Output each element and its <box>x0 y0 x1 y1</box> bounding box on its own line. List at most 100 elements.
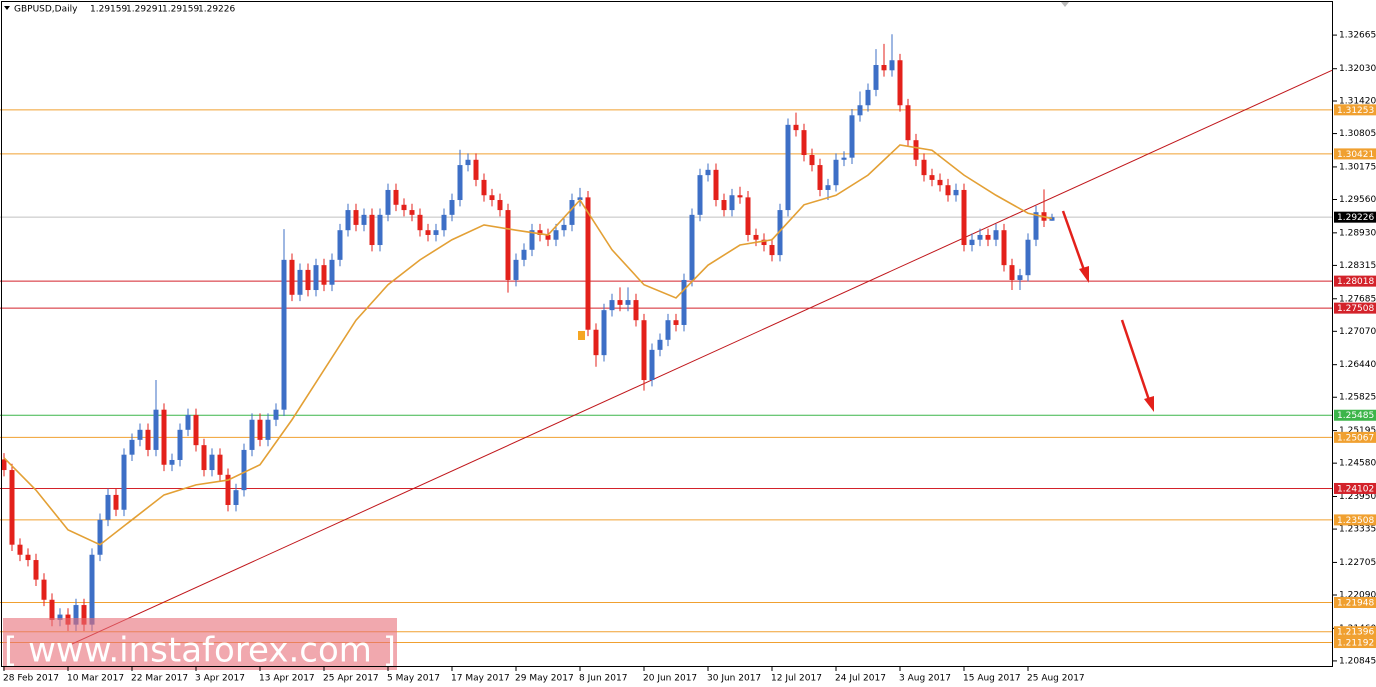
candle-body <box>225 474 231 505</box>
y-tick-label: 1.23335 <box>1339 525 1376 535</box>
y-tick-label: 1.26440 <box>1339 360 1376 370</box>
candle-body <box>1017 275 1023 280</box>
candle-body <box>313 265 319 291</box>
candle-body <box>601 310 607 356</box>
candle-body <box>385 189 391 215</box>
candle-body <box>353 210 359 225</box>
candle-body <box>289 259 295 295</box>
candle-body <box>929 175 935 180</box>
candle-body <box>841 157 847 160</box>
candle-body <box>529 230 535 250</box>
plot-frame <box>1 1 1333 667</box>
x-tick-label: 5 May 2017 <box>387 674 440 684</box>
candle-body <box>49 599 55 620</box>
candle-body <box>345 210 351 231</box>
candle-body <box>969 239 975 246</box>
candle-body <box>977 234 983 240</box>
candle-body <box>729 195 735 211</box>
candle-body <box>905 105 911 141</box>
candle-body <box>305 269 311 291</box>
candle-body <box>241 449 247 491</box>
candle-body <box>1001 230 1007 266</box>
candle-body <box>873 65 879 90</box>
y-tick-label: 1.25825 <box>1339 393 1376 403</box>
candle-body <box>753 234 759 240</box>
y-tick-label: 1.24580 <box>1339 459 1376 469</box>
x-tick-label: 8 Jun 2017 <box>579 674 627 684</box>
level-label: 1.21396 <box>1337 628 1374 638</box>
x-tick-label: 28 Feb 2017 <box>3 674 59 684</box>
level-label-box <box>1334 302 1376 314</box>
arrow <box>1120 319 1151 401</box>
candle-body <box>985 234 991 240</box>
candle-body <box>441 214 447 231</box>
trendline <box>67 69 1333 647</box>
candle-body <box>129 439 135 455</box>
candle-body <box>801 130 807 156</box>
candle-body <box>937 179 943 186</box>
candle-body <box>577 197 583 201</box>
candle-body <box>41 579 47 600</box>
level-label: 1.23508 <box>1337 516 1374 526</box>
moving-average <box>3 144 1053 546</box>
candle-body <box>569 200 575 225</box>
candle-body <box>193 414 199 446</box>
candle-body <box>105 494 111 520</box>
candle-body <box>273 409 279 420</box>
candle-body <box>737 195 743 198</box>
candle-body <box>265 419 271 440</box>
ohlc-high: 1.29291 <box>126 5 163 15</box>
level-label-box <box>1334 514 1376 526</box>
candle-body <box>9 470 15 545</box>
candle-body <box>153 409 159 450</box>
watermark: [ www.instaforex.com ] <box>4 631 396 671</box>
candle-body <box>497 200 503 211</box>
y-tick-label: 1.27685 <box>1339 294 1376 304</box>
level-label: 1.28018 <box>1337 277 1374 287</box>
candle-body <box>185 414 191 430</box>
candle-body <box>137 429 143 440</box>
candle-body <box>233 490 239 505</box>
level-label-box <box>1334 148 1376 160</box>
candle-body <box>633 300 639 321</box>
arrow-head <box>1079 266 1089 283</box>
candle-body <box>377 214 383 246</box>
chart-title: GBPUSD,Daily <box>14 5 78 15</box>
candle-body <box>201 445 207 471</box>
x-tick-label: 29 May 2017 <box>515 674 574 684</box>
y-tick-label: 1.29560 <box>1339 195 1376 205</box>
y-tick-label: 1.22090 <box>1339 590 1376 600</box>
y-tick-label: 1.30805 <box>1339 129 1376 139</box>
candle-body <box>609 300 615 311</box>
candle-body <box>1025 239 1031 276</box>
candle-body <box>97 519 103 555</box>
candle-body <box>1 459 7 471</box>
candle-body <box>553 230 559 240</box>
candle-body <box>409 210 415 215</box>
candle-body <box>217 454 223 475</box>
candle-body <box>481 179 487 196</box>
candle-body <box>545 234 551 240</box>
candle-body <box>593 329 599 356</box>
candle-body <box>777 210 783 256</box>
candle-body <box>161 409 167 465</box>
candle-body <box>673 320 679 325</box>
candle-body <box>121 454 127 510</box>
candle-body <box>417 214 423 231</box>
candle-body <box>665 320 671 340</box>
level-label: 1.24102 <box>1337 484 1374 494</box>
candle-body <box>705 169 711 176</box>
candle-body <box>489 195 495 201</box>
menu-triangle <box>4 6 10 10</box>
plot-area <box>0 34 1333 647</box>
ohlc-open: 1.29159 <box>90 5 127 15</box>
candle-body <box>857 105 863 116</box>
y-tick-label: 1.23950 <box>1339 492 1376 502</box>
candle-body <box>825 185 831 190</box>
level-label-box <box>1334 637 1376 649</box>
level-label: 1.30421 <box>1337 150 1374 160</box>
candle-body <box>945 185 951 196</box>
candle-body <box>457 165 463 201</box>
x-tick-label: 3 Aug 2017 <box>899 674 951 684</box>
candle-body <box>769 245 775 256</box>
